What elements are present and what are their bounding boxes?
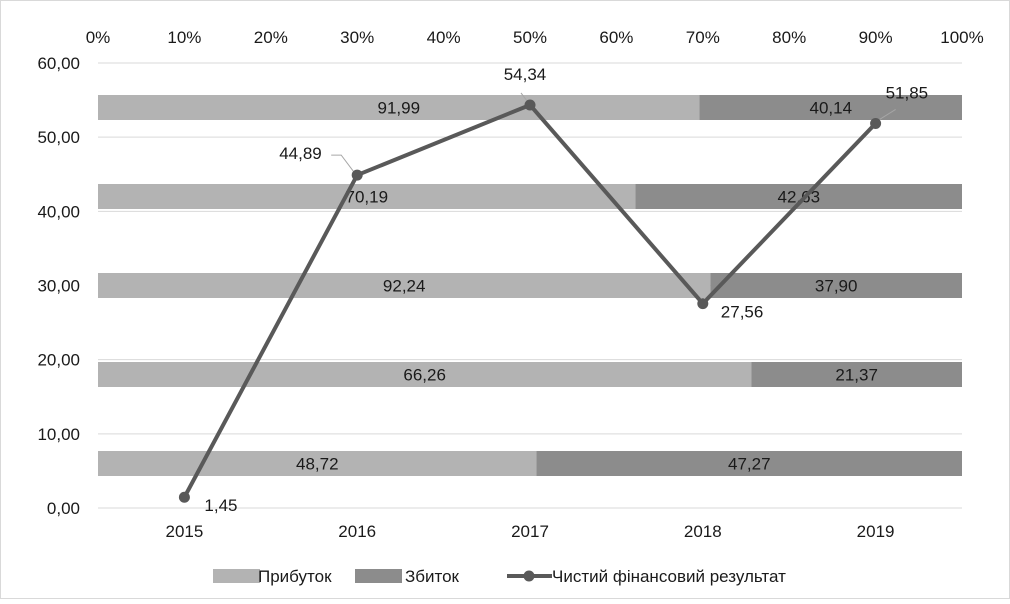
top-tick-label: 70% (686, 28, 720, 47)
x-tick-label: 2016 (338, 522, 376, 541)
line-point (697, 298, 709, 310)
legend-label-profit: Прибуток (258, 567, 332, 586)
line-point (524, 99, 536, 111)
axes: 0,00 10,00 20,00 30,00 40,00 50,00 60,00 0% 10% 2… (37, 28, 983, 541)
leader-line (331, 154, 354, 172)
legend-swatch-profit (213, 569, 260, 583)
y-tick-label: 40,00 (37, 202, 80, 221)
legend-label-line: Чистий фінансовий результат (552, 567, 786, 586)
y-tick-label: 60,00 (37, 54, 80, 73)
legend: Прибуток Збиток Чистий фінансовий результа… (213, 567, 786, 586)
bar-label-profit: 70,19 (345, 188, 388, 207)
bars (98, 95, 962, 476)
bar-label-loss: 40,14 (809, 99, 852, 118)
bar-loss (710, 273, 962, 298)
bar-label-loss: 47,27 (728, 455, 771, 474)
top-tick-label: 0% (86, 28, 111, 47)
top-tick-label: 50% (513, 28, 547, 47)
top-tick-label: 100% (940, 28, 983, 47)
bar-profit (98, 273, 711, 298)
x-tick-label: 2017 (511, 522, 549, 541)
top-tick-label: 20% (254, 28, 288, 47)
line-series: 1,45 44,89 54,34 27,56 51,85 (178, 65, 929, 515)
bar-label-loss: 21,37 (835, 366, 878, 385)
line-label: 54,34 (504, 65, 547, 84)
legend-marker-line (523, 570, 535, 582)
bar-label-profit: 91,99 (377, 99, 420, 118)
y-tick-label: 30,00 (37, 277, 80, 296)
line-label: 1,45 (204, 496, 237, 515)
line-point (351, 169, 363, 181)
bar-loss (751, 362, 962, 387)
top-tick-label: 30% (340, 28, 374, 47)
y-tick-label: 50,00 (37, 128, 80, 147)
bar-loss (699, 95, 962, 120)
line-label: 44,89 (279, 144, 322, 163)
bar-label-profit: 48,72 (296, 455, 339, 474)
leader-line (879, 109, 896, 120)
legend-label-loss: Збиток (405, 567, 460, 586)
top-tick-label: 60% (599, 28, 633, 47)
bar-label-loss: 37,90 (815, 277, 858, 296)
line-label: 51,85 (886, 83, 929, 102)
bar-profit (98, 451, 537, 476)
y-tick-label: 0,00 (47, 499, 80, 518)
x-tick-label: 2018 (684, 522, 722, 541)
leader-line (520, 92, 528, 102)
y-tick-label: 20,00 (37, 351, 80, 370)
x-tick-label: 2015 (165, 522, 203, 541)
top-tick-label: 90% (859, 28, 893, 47)
bar-loss (536, 451, 962, 476)
bar-profit (98, 362, 752, 387)
top-tick-label: 40% (427, 28, 461, 47)
y-tick-label: 10,00 (37, 425, 80, 444)
top-tick-label: 80% (772, 28, 806, 47)
top-tick-label: 10% (167, 28, 201, 47)
x-tick-label: 2019 (857, 522, 895, 541)
line-point (870, 117, 882, 129)
bar-profit (98, 95, 700, 120)
bar-label-profit: 92,24 (383, 277, 426, 296)
bar-profit (98, 184, 636, 209)
legend-swatch-loss (355, 569, 402, 583)
line-point (178, 491, 190, 503)
bar-label-profit: 66,26 (403, 366, 446, 385)
line-label: 27,56 (721, 303, 764, 322)
